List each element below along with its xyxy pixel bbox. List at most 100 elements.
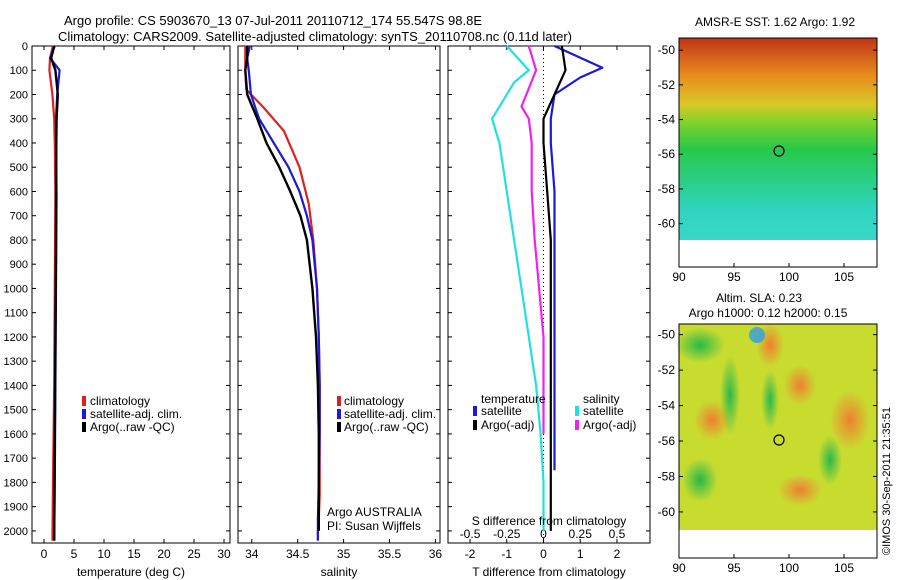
sla-positive-anomaly xyxy=(675,327,725,363)
map-x-tick-label: 95 xyxy=(727,561,741,575)
sla-low-anomaly xyxy=(749,327,765,343)
x-tick-label: 25 xyxy=(187,547,201,561)
x-tick-label: 10 xyxy=(97,547,111,561)
legend-argo-label: Argo(..raw -QC) xyxy=(90,420,175,434)
chart-title-line2: Climatology: CARS2009. Satellite-adjuste… xyxy=(58,29,573,44)
depth-tick-label: 900 xyxy=(10,259,28,271)
map-x-tick-label: 90 xyxy=(672,270,686,284)
sla-map-nodata xyxy=(679,530,877,558)
map-y-tick-label: -60 xyxy=(658,217,676,231)
depth-tick-label: 2000 xyxy=(4,526,28,538)
sla-negative-anomaly xyxy=(818,435,842,485)
map-y-tick-label: -50 xyxy=(658,328,676,342)
s-difference-axis-label: S difference from climatology xyxy=(472,514,627,528)
legend-climatology-swatch xyxy=(82,396,86,406)
x-tick-label: 20 xyxy=(157,547,171,561)
legend-t-satellite-swatch xyxy=(473,406,477,416)
legend-satellite-swatch xyxy=(82,409,86,419)
sla-positive-anomaly xyxy=(694,400,730,440)
depth-tick-label: 200 xyxy=(10,89,28,101)
sst-map-field xyxy=(679,38,877,240)
x-tick-label: 15 xyxy=(127,547,141,561)
series-line-satellite xyxy=(549,44,604,471)
x-tick-label: 5 xyxy=(71,547,78,561)
sst-argo-location-marker xyxy=(773,145,785,157)
map-x-tick-label: 105 xyxy=(834,561,854,575)
map-y-tick-label: -58 xyxy=(658,469,676,483)
legend-salinity-title: salinity xyxy=(583,392,620,406)
sla-positive-anomaly xyxy=(784,365,816,405)
sla-map-title-line1: Altim. SLA: 0.23 xyxy=(716,291,802,305)
x-tick-label: -2 xyxy=(465,547,476,561)
legend-satellite-label: satellite-adj. clim. xyxy=(344,407,436,421)
legend-temperature-title: temperature xyxy=(481,392,546,406)
x-tick-label: 1 xyxy=(577,547,584,561)
x-tick-label: 36 xyxy=(429,547,443,561)
map-y-tick-label: -54 xyxy=(658,113,676,127)
legend-climatology-swatch xyxy=(337,396,341,406)
depth-tick-label: 100 xyxy=(10,65,28,77)
legend-climatology-label: climatology xyxy=(90,394,150,408)
s-difference-tick-label: -0.5 xyxy=(460,527,481,541)
s-difference-tick-label: 0.25 xyxy=(569,527,593,541)
map-y-tick-label: -56 xyxy=(658,147,676,161)
sla-positive-anomaly xyxy=(830,390,870,450)
argo-pi-note: PI: Susan Wijffels xyxy=(327,519,421,533)
sla-map-anomalies xyxy=(675,323,870,506)
s-difference-tick-label: -0.25 xyxy=(493,527,521,541)
salinity-axis-label: salinity xyxy=(321,565,358,579)
depth-tick-label: 1300 xyxy=(4,356,28,368)
x-tick-label: 35 xyxy=(337,547,351,561)
map-x-tick-label: 95 xyxy=(727,270,741,284)
x-tick-label: 0 xyxy=(41,547,48,561)
map-y-tick-label: -50 xyxy=(658,43,676,57)
x-tick-label: 34 xyxy=(245,547,259,561)
depth-tick-label: 500 xyxy=(10,162,28,174)
map-y-tick-label: -58 xyxy=(658,182,676,196)
depth-axis: 0 100 200 300 400 500 600 700 800 900 1000 1100 1200… xyxy=(4,41,650,538)
map-y-tick-label: -52 xyxy=(658,363,676,377)
t-difference-axis-label: T difference from climatology xyxy=(472,565,626,579)
sla-negative-anomaly xyxy=(682,458,718,502)
temperature-axis-label: temperature (deg C) xyxy=(77,565,185,579)
x-tick-label: 34.5 xyxy=(286,547,310,561)
legend-argo-swatch xyxy=(82,422,86,432)
depth-tick-label: 1700 xyxy=(4,453,28,465)
map-y-tick-label: -60 xyxy=(658,505,676,519)
depth-tick-label: 1600 xyxy=(4,429,28,441)
sla-positive-anomaly xyxy=(778,474,822,506)
legend-t-argo-label: Argo(-adj) xyxy=(481,418,534,432)
map-x-tick-label: 105 xyxy=(834,270,854,284)
imos-timestamp: ©IMOS 30-Sep-2011 21:35:51 xyxy=(881,407,893,555)
x-tick-label: 2 xyxy=(614,547,621,561)
sla-negative-anomaly xyxy=(761,370,779,430)
legend-satellite-label: satellite-adj. clim. xyxy=(90,407,182,421)
depth-tick-label: 600 xyxy=(10,186,28,198)
s-difference-tick-label: 0.5 xyxy=(609,527,626,541)
map-x-tick-label: 90 xyxy=(672,561,686,575)
depth-tick-label: 1900 xyxy=(4,502,28,514)
legend-satellite-swatch xyxy=(337,409,341,419)
sst-map-title: AMSR-E SST: 1.62 Argo: 1.92 xyxy=(695,15,855,29)
x-tick-label: 30 xyxy=(217,547,231,561)
depth-tick-label: 1100 xyxy=(4,308,28,320)
x-tick-label: 35.5 xyxy=(378,547,402,561)
sst-map-axes: 90 95 100 105 -50 -52 -54 -56 -58 -60 xyxy=(658,43,877,284)
legend-s-satellite-label: satellite xyxy=(583,404,624,418)
legend-t-argo-swatch xyxy=(473,420,477,430)
depth-tick-label: 300 xyxy=(10,114,28,126)
series-line-argo-adj- xyxy=(542,45,567,531)
legend-s-satellite-swatch xyxy=(575,406,579,416)
legend-s-argo-label: Argo(-adj) xyxy=(583,418,636,432)
legend-s-argo-swatch xyxy=(575,420,579,430)
map-x-tick-label: 100 xyxy=(779,270,799,284)
sla-map-axes: 90 95 100 105 -50 -52 -54 -56 -58 -60 xyxy=(658,328,877,575)
series-line-argo-adj- xyxy=(520,45,545,434)
x-ticks: 0 5 10 15 20 25 30 34 34.5 35 35.5 36 -2 -1 0 1 2 -0.5 -0.… xyxy=(41,46,626,561)
depth-tick-label: 1500 xyxy=(4,405,28,417)
legend-climatology-label: climatology xyxy=(344,394,404,408)
depth-tick-label: 700 xyxy=(10,211,28,223)
series-line-climatology xyxy=(244,46,321,541)
legend-t-satellite-label: satellite xyxy=(481,404,522,418)
sla-argo-location-marker xyxy=(773,434,785,446)
